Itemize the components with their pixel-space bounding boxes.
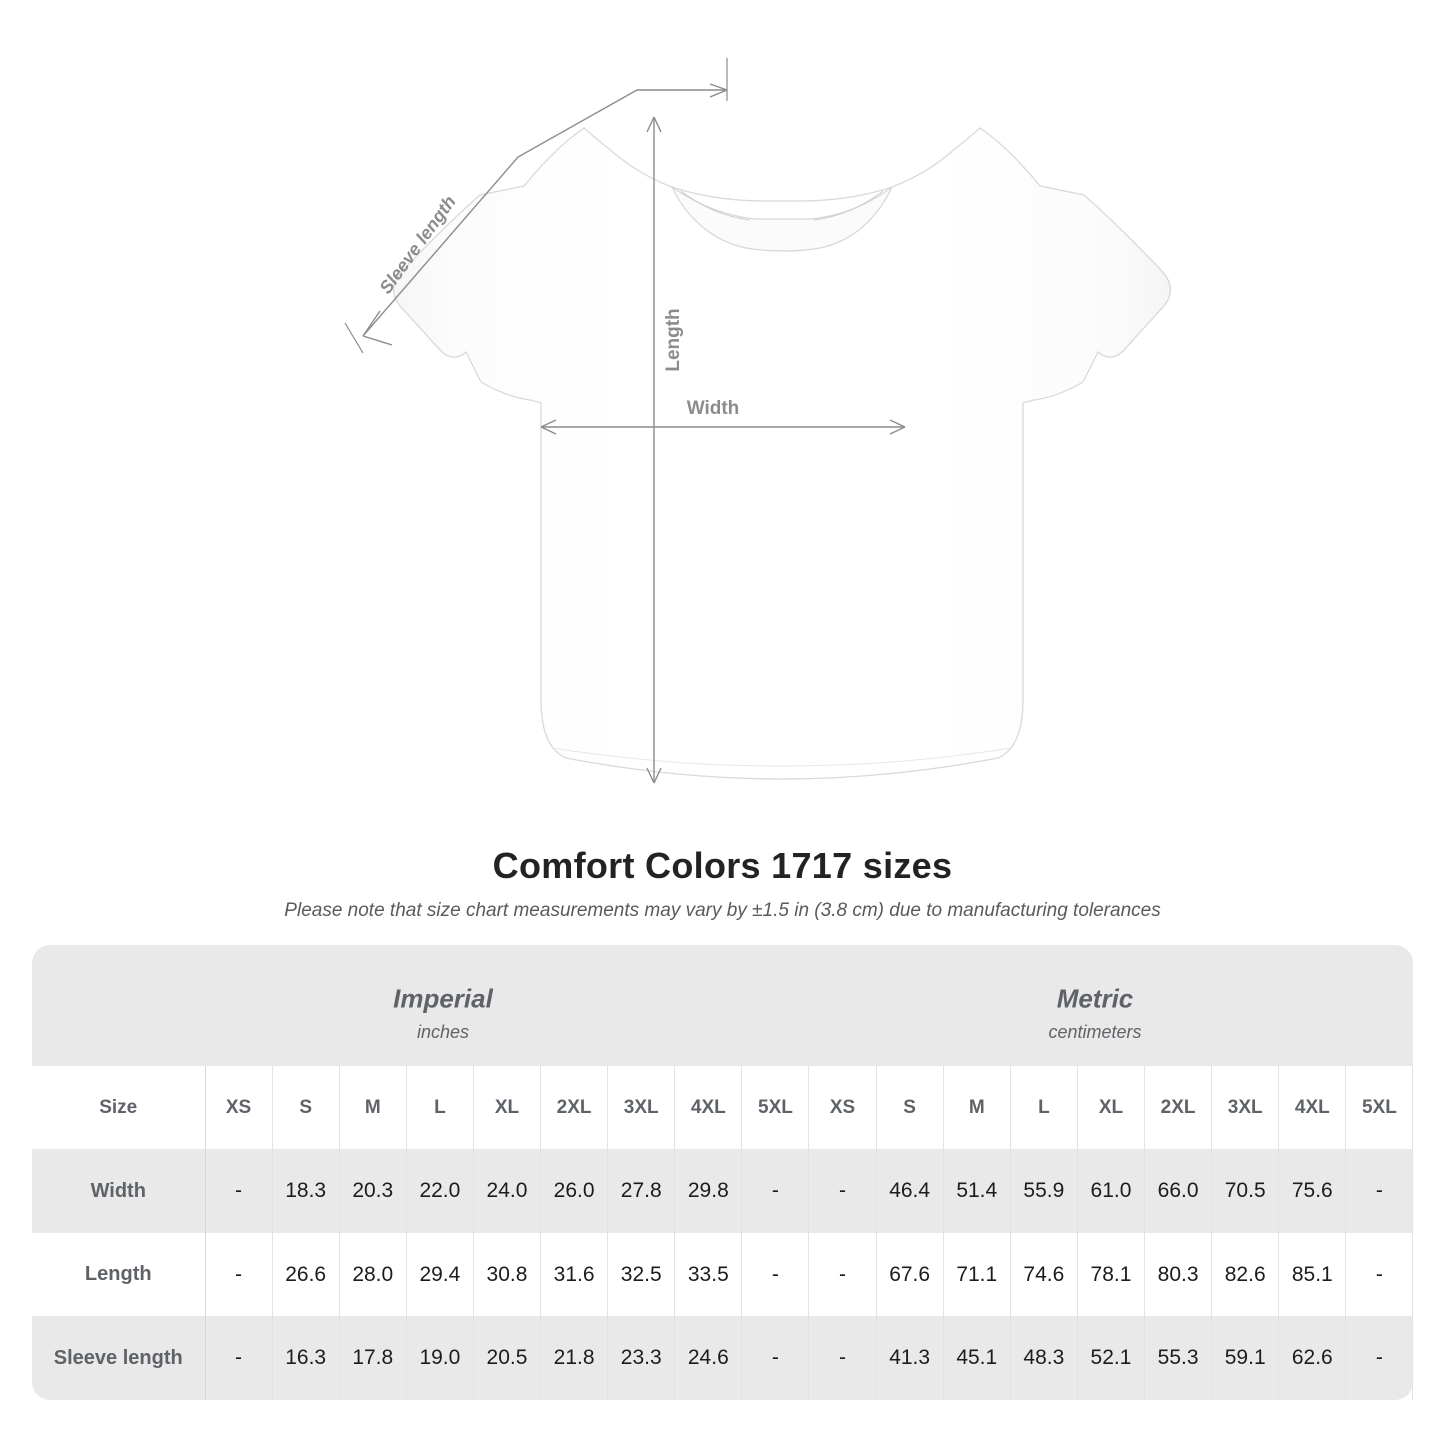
svg-text:Width: Width — [687, 398, 740, 419]
